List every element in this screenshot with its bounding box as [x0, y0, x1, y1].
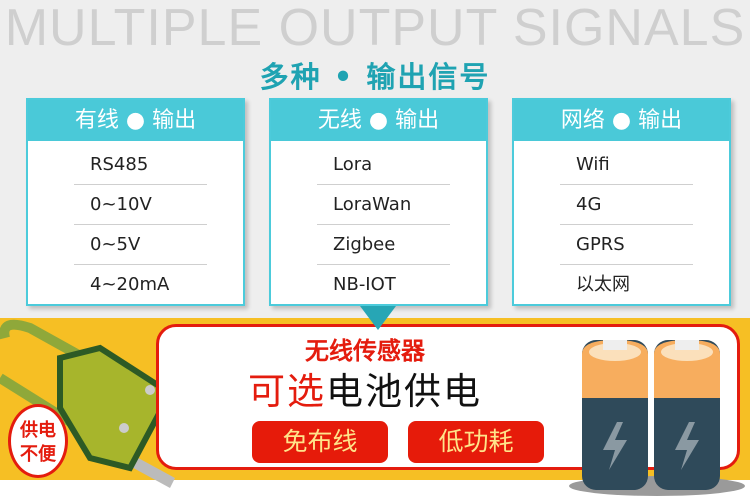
background-title: MULTIPLE OUTPUT SIGNALS: [4, 0, 746, 57]
page-title: 多种 • 输出信号: [259, 60, 491, 94]
subheading-black: 电池供电: [326, 370, 482, 413]
card-header: 网络 ● 输出: [514, 100, 729, 141]
list-item: 0~10V: [74, 185, 207, 225]
battery-icon: [569, 340, 745, 496]
low-power-button: 低功耗: [408, 421, 544, 463]
card-wireless: 无线 ● 输出 Lora LoraWan Zigbee NB-IOT: [269, 98, 488, 306]
banner-heading: 无线传感器: [305, 337, 425, 365]
inconvenient-power-badge: 供电 不便: [8, 404, 68, 478]
list-item: Zigbee: [317, 225, 450, 265]
card-network: 网络 ● 输出 Wifi 4G GPRS 以太网: [512, 98, 731, 306]
subheading-red: 可选: [248, 370, 326, 413]
down-arrow-icon: [360, 306, 396, 330]
list-item: 以太网: [576, 274, 630, 295]
list-item: RS485: [74, 145, 207, 185]
list-item: GPRS: [560, 225, 693, 265]
list-item: Lora: [317, 145, 450, 185]
list-item: NB-IOT: [333, 274, 396, 295]
card-wired: 有线 ● 输出 RS485 0~10V 0~5V 4~20mA: [26, 98, 245, 306]
banner-subheading: 可选电池供电: [0, 369, 750, 415]
list-item: 4~20mA: [90, 274, 170, 295]
list-item: 4G: [560, 185, 693, 225]
list-item: 0~5V: [74, 225, 207, 265]
card-header: 无线 ● 输出: [271, 100, 486, 141]
list-item: Wifi: [560, 145, 693, 185]
list-item: LoraWan: [317, 185, 450, 225]
no-wiring-button: 免布线: [252, 421, 388, 463]
card-header: 有线 ● 输出: [28, 100, 243, 141]
